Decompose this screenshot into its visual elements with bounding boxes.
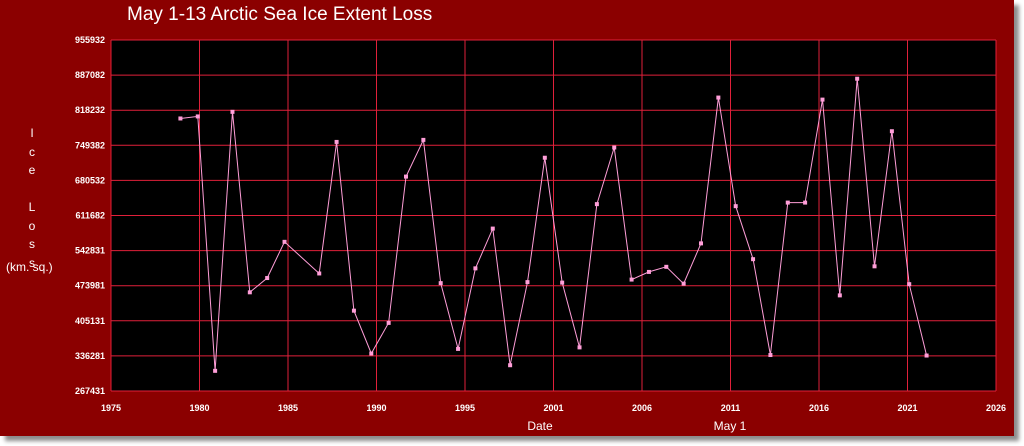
y-tick-label: 473981 <box>75 281 105 291</box>
data-point <box>369 351 374 356</box>
x-tick-label: 1980 <box>189 403 209 413</box>
data-point <box>699 241 703 246</box>
data-point <box>404 174 408 179</box>
y-axis-units: (km. sq.) <box>6 260 53 274</box>
y-label-letter: s <box>29 237 35 251</box>
data-point <box>508 363 513 368</box>
data-point <box>421 137 426 142</box>
x-axis-sublabel: May 1 <box>714 419 747 433</box>
x-tick-label: 1995 <box>455 403 475 413</box>
data-point <box>716 95 721 100</box>
y-tick-label: 611682 <box>75 211 105 221</box>
x-tick-label: 2021 <box>897 403 917 413</box>
data-point <box>855 76 860 81</box>
chart-title: May 1-13 Arctic Sea Ice Extent Loss <box>127 4 433 25</box>
data-point <box>456 346 461 351</box>
data-point <box>525 280 530 285</box>
data-point <box>473 266 478 271</box>
data-point <box>178 116 183 121</box>
x-tick-label: 2026 <box>986 403 1006 413</box>
y-tick-label: 405131 <box>75 316 105 326</box>
y-tick-label: 542831 <box>75 246 105 256</box>
data-point <box>560 280 565 285</box>
y-label-letter: e <box>28 163 36 177</box>
y-tick-label: 267431 <box>75 386 105 396</box>
data-point <box>490 226 495 231</box>
x-axis-ticks: 1975 1980 1985 1990 1995 2001 2006 2011 2016 2021… <box>101 403 1006 413</box>
data-point <box>282 239 287 244</box>
data-point <box>317 271 322 276</box>
y-label-letter: L <box>28 200 36 214</box>
y-axis-ticks: 955932 887082 818232 749382 680532 611682 5428… <box>75 35 105 396</box>
x-axis-label: Date <box>527 419 553 433</box>
data-point <box>542 155 547 160</box>
data-point <box>612 145 617 150</box>
data-point <box>803 200 808 205</box>
y-label-letter: c <box>29 144 35 159</box>
x-tick-label: 2016 <box>809 403 829 413</box>
data-point <box>438 281 443 286</box>
data-point <box>907 282 912 287</box>
y-tick-label: 749382 <box>75 140 105 150</box>
y-tick-label: 887082 <box>75 70 105 80</box>
data-point <box>664 264 669 269</box>
data-point <box>872 264 877 269</box>
y-tick-label: 818232 <box>75 105 105 115</box>
grid-lines <box>110 39 997 392</box>
chart-svg: 955932 887082 818232 749382 680532 611682 5428… <box>75 35 1006 433</box>
y-tick-label: 336281 <box>75 351 105 361</box>
data-point <box>820 97 825 102</box>
data-point <box>334 139 339 144</box>
y-tick-label: 680532 <box>75 175 105 185</box>
data-point <box>386 320 391 325</box>
x-tick-label: 1975 <box>101 403 121 413</box>
data-point <box>768 353 773 358</box>
x-tick-label: 1985 <box>278 403 298 413</box>
data-point <box>351 308 356 313</box>
x-tick-label: 1990 <box>366 403 386 413</box>
y-label-letter: s <box>29 255 35 270</box>
data-point <box>751 257 756 262</box>
data-series <box>178 76 929 373</box>
y-label-letter: I <box>30 126 34 140</box>
x-tick-label: 2006 <box>632 403 652 413</box>
x-tick-label: 2001 <box>543 403 563 413</box>
data-point <box>733 204 738 209</box>
data-point <box>837 293 842 298</box>
data-point <box>247 290 252 295</box>
data-point <box>594 202 599 207</box>
data-point <box>230 109 235 114</box>
chart-frame: May 1-13 Arctic Sea Ice Extent Loss 9559… <box>0 0 1014 436</box>
data-point <box>646 269 651 274</box>
y-label-letter: o <box>28 218 36 233</box>
y-tick-label: 955932 <box>75 35 105 45</box>
data-point <box>629 277 634 282</box>
data-point <box>785 200 790 205</box>
x-tick-label: 2011 <box>721 403 741 413</box>
data-point <box>924 353 929 358</box>
data-point <box>577 345 582 350</box>
data-point <box>889 129 894 134</box>
data-point <box>681 281 686 286</box>
data-point <box>213 368 218 373</box>
data-point <box>265 276 270 281</box>
data-point <box>195 114 200 119</box>
